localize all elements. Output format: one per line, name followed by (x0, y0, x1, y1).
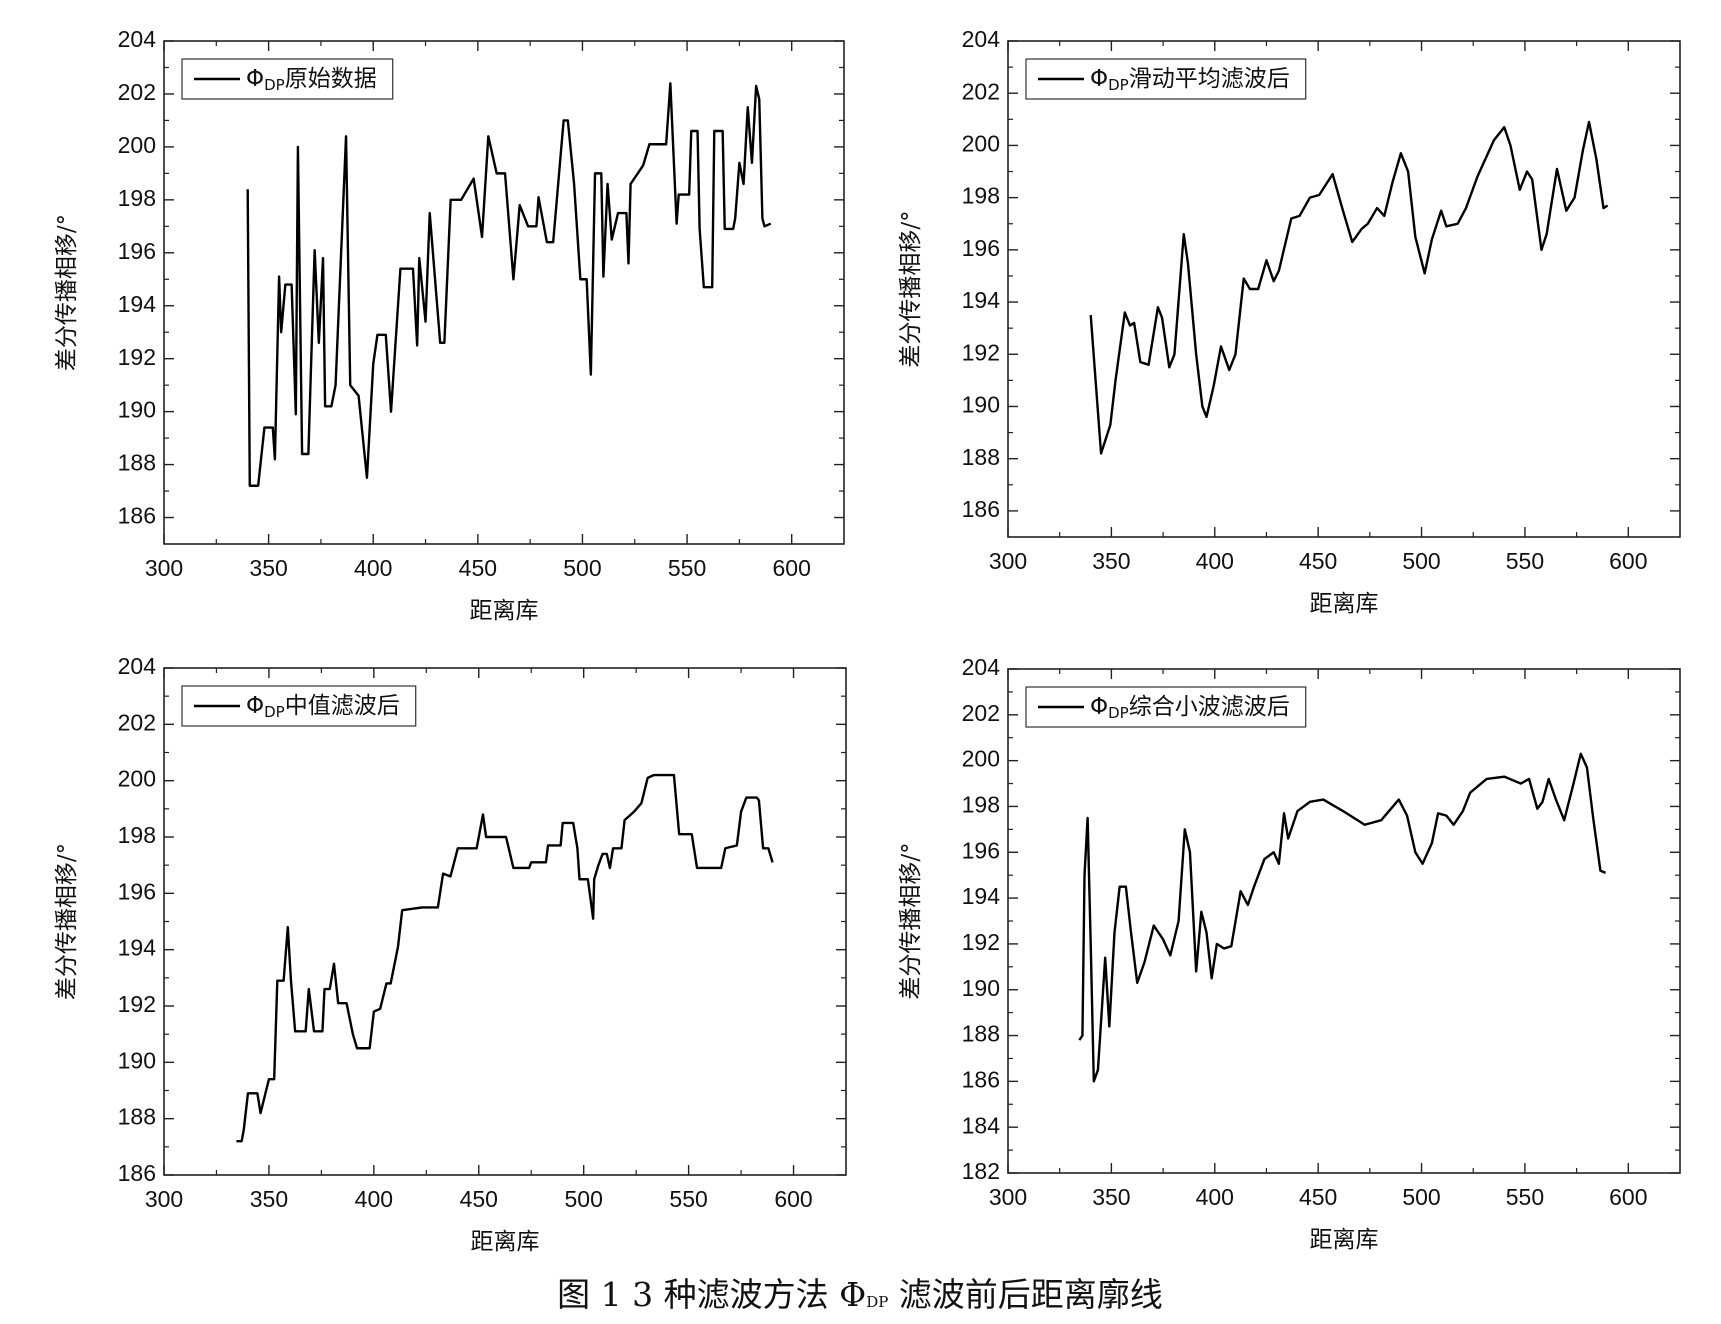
x-tick-label: 600 (1609, 1184, 1647, 1210)
x-tick-label: 400 (355, 1186, 393, 1212)
y-tick-label: 182 (962, 1158, 1000, 1184)
y-tick-label: 196 (962, 837, 1000, 863)
x-tick-label: 600 (774, 1186, 812, 1212)
y-tick-label: 194 (962, 883, 1001, 909)
x-tick-label: 300 (989, 548, 1027, 574)
y-tick-label: 196 (962, 235, 1000, 261)
plot-frame (163, 667, 847, 1176)
y-tick-label: 200 (118, 766, 156, 792)
legend-label: ΦDP综合小波滤波后 (1090, 694, 1290, 722)
x-tick-label: 350 (249, 555, 287, 581)
x-tick-label: 500 (1402, 548, 1440, 574)
y-tick-label: 200 (118, 132, 156, 158)
y-tick-label: 192 (118, 991, 156, 1017)
y-tick-label: 190 (962, 392, 1000, 418)
y-tick-label: 192 (962, 339, 1000, 365)
x-tick-label: 350 (250, 1186, 288, 1212)
x-tick-label: 400 (1196, 1184, 1234, 1210)
data-line (246, 82, 772, 487)
x-tick-label: 450 (459, 555, 497, 581)
y-tick-label: 198 (118, 822, 156, 848)
data-line (1078, 752, 1607, 1083)
y-tick-label: 202 (962, 700, 1000, 726)
y-tick-label: 198 (962, 183, 1000, 209)
x-tick-label: 350 (1092, 548, 1130, 574)
y-axis-title: 差分传播相移/° (54, 843, 80, 1000)
y-axis-title: 差分传播相移/° (898, 210, 924, 367)
y-tick-label: 202 (962, 78, 1000, 104)
y-axis-title: 差分传播相移/° (898, 842, 924, 999)
y-tick-label: 200 (962, 746, 1000, 772)
y-tick-label: 188 (118, 450, 156, 476)
y-tick-label: 204 (118, 26, 157, 52)
x-tick-label: 300 (145, 1186, 183, 1212)
data-line (236, 773, 774, 1143)
x-tick-label: 550 (1506, 1184, 1544, 1210)
y-tick-label: 186 (118, 1160, 156, 1186)
legend-label: ΦDP中值滤波后 (246, 693, 400, 721)
x-tick-label: 300 (145, 555, 183, 581)
y-tick-label: 190 (118, 1047, 156, 1073)
y-axis-title: 差分传播相移/° (54, 214, 80, 371)
y-tick-label: 190 (962, 975, 1000, 1001)
x-axis-title: 距离库 (1310, 1227, 1379, 1253)
x-tick-label: 450 (460, 1186, 498, 1212)
y-tick-label: 200 (962, 130, 1000, 156)
x-tick-label: 400 (354, 555, 392, 581)
y-tick-label: 194 (118, 291, 157, 317)
y-tick-label: 186 (118, 503, 156, 529)
x-tick-label: 450 (1299, 548, 1337, 574)
legend-label: ΦDP滑动平均滤波后 (1090, 66, 1290, 94)
x-tick-label: 500 (565, 1186, 603, 1212)
y-tick-label: 196 (118, 878, 156, 904)
y-tick-label: 202 (118, 79, 156, 105)
x-tick-label: 450 (1299, 1184, 1337, 1210)
y-tick-label: 186 (962, 1066, 1000, 1092)
y-tick-label: 204 (118, 653, 157, 679)
plot-frame (1007, 40, 1681, 538)
figure-caption: 图 1 3 种滤波方法 ΦDP 滤波前后距离廓线 (557, 1275, 1163, 1314)
x-tick-label: 500 (1402, 1184, 1440, 1210)
x-tick-label: 350 (1092, 1184, 1130, 1210)
x-axis-title: 距离库 (471, 1229, 540, 1255)
y-tick-label: 198 (118, 185, 156, 211)
y-tick-label: 184 (962, 1112, 1001, 1138)
y-tick-label: 188 (962, 1021, 1000, 1047)
y-tick-label: 192 (962, 929, 1000, 955)
y-tick-label: 192 (118, 344, 156, 370)
x-axis-title: 距离库 (1310, 591, 1379, 617)
y-tick-label: 190 (118, 397, 156, 423)
y-tick-label: 202 (118, 709, 156, 735)
x-tick-label: 550 (1506, 548, 1544, 574)
y-tick-label: 194 (118, 935, 157, 961)
plot-frame (1007, 668, 1681, 1174)
y-tick-label: 186 (962, 496, 1000, 522)
y-tick-label: 188 (118, 1104, 156, 1130)
y-tick-label: 196 (118, 238, 156, 264)
legend-label: ΦDP原始数据 (246, 66, 377, 94)
x-tick-label: 400 (1196, 548, 1234, 574)
x-axis-title: 距离库 (470, 598, 539, 624)
x-tick-label: 600 (773, 555, 811, 581)
x-tick-label: 550 (669, 1186, 707, 1212)
y-tick-label: 204 (962, 654, 1001, 680)
y-tick-label: 194 (962, 287, 1001, 313)
data-line (1089, 120, 1609, 455)
x-tick-label: 300 (989, 1184, 1027, 1210)
y-tick-label: 188 (962, 444, 1000, 470)
x-tick-label: 550 (668, 555, 706, 581)
y-tick-label: 198 (962, 792, 1000, 818)
y-tick-label: 204 (962, 26, 1001, 52)
x-tick-label: 600 (1609, 548, 1647, 574)
x-tick-label: 500 (563, 555, 601, 581)
plot-frame (163, 40, 845, 545)
